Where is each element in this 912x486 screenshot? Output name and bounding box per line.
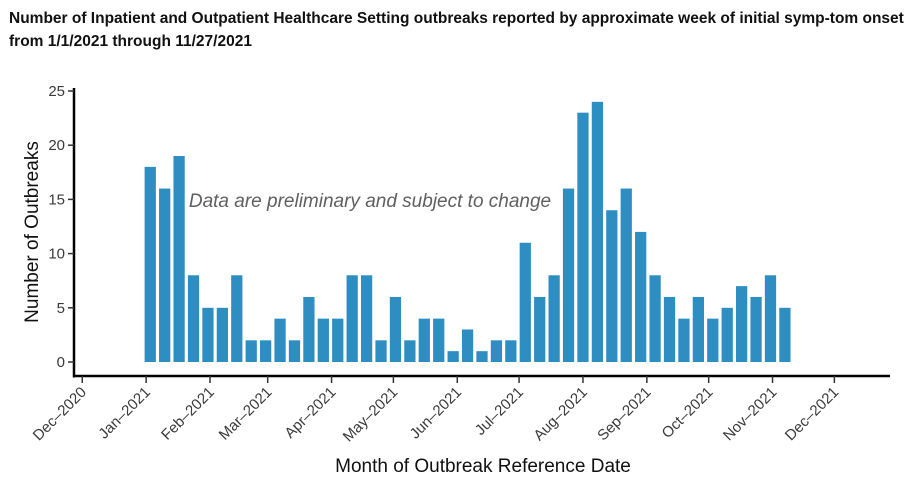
y-tick-label: 10 <box>48 246 65 263</box>
bar <box>447 351 459 362</box>
x-tick-label: Aug–2021 <box>530 384 590 444</box>
bar <box>505 340 517 362</box>
x-axis-title: Month of Outbreak Reference Date <box>335 456 631 477</box>
bar <box>519 242 531 362</box>
bar <box>389 296 402 362</box>
x-tick-label: Oct–2021 <box>659 384 717 442</box>
bar <box>303 296 315 362</box>
bar <box>779 307 791 362</box>
x-tick-label: May–2021 <box>340 384 402 446</box>
x-tick-label: Jul–2021 <box>472 384 527 439</box>
bar <box>620 188 632 362</box>
x-tick-label: Jun–2021 <box>407 384 466 443</box>
bar <box>591 101 604 362</box>
bar <box>187 275 200 362</box>
bar <box>274 318 286 362</box>
bar <box>332 318 344 362</box>
bar <box>707 318 719 362</box>
bar <box>750 296 762 362</box>
y-tick-label: 20 <box>48 137 65 154</box>
chart-annotation: Data are preliminary and subject to chan… <box>189 191 551 212</box>
bars-group <box>144 101 791 363</box>
x-tick-label: Dec–2021 <box>782 384 842 444</box>
bar <box>764 275 777 362</box>
x-tick-label: Mar–2021 <box>216 384 276 444</box>
bar <box>692 296 704 362</box>
bar <box>360 275 373 362</box>
x-tick-label: Sep–2021 <box>594 384 654 444</box>
bar <box>317 318 329 362</box>
bar <box>375 340 387 362</box>
bar <box>635 231 647 362</box>
y-axis: 0 5 10 15 20 25 <box>48 83 76 378</box>
bar <box>288 340 301 362</box>
bar <box>144 166 156 362</box>
x-tick-label: Dec–2020 <box>30 384 90 444</box>
y-tick-label: 5 <box>57 300 65 317</box>
bar <box>216 307 228 362</box>
bar <box>346 275 358 362</box>
x-tick-label: Jan–2021 <box>95 384 154 443</box>
bar <box>404 340 416 362</box>
bar <box>202 307 214 362</box>
bar <box>260 340 272 362</box>
x-tick-label: Apr–2021 <box>281 384 339 442</box>
bar <box>231 275 243 362</box>
bar <box>663 296 676 362</box>
bar <box>577 112 589 363</box>
bar <box>721 307 733 362</box>
bar <box>490 340 503 362</box>
bar <box>476 351 488 362</box>
y-axis-title: Number of Outbreaks <box>22 141 43 323</box>
bar <box>562 188 575 362</box>
bar <box>433 318 445 362</box>
chart-title: Number of Inpatient and Outpatient Healt… <box>9 10 904 50</box>
y-tick-label: 25 <box>48 83 65 100</box>
bar <box>649 275 661 362</box>
x-tick-label: Nov–2021 <box>720 384 780 444</box>
bar <box>418 318 430 362</box>
bar <box>245 340 257 362</box>
bar <box>159 188 171 362</box>
bar <box>678 318 690 362</box>
x-tick-label: Feb–2021 <box>158 384 218 444</box>
bar <box>736 286 748 362</box>
y-tick-label: 0 <box>57 354 65 371</box>
bar <box>548 275 560 362</box>
bar <box>606 210 618 362</box>
bar <box>173 156 185 362</box>
y-tick-label: 15 <box>48 191 65 208</box>
bar <box>534 296 546 362</box>
bar <box>461 329 474 362</box>
